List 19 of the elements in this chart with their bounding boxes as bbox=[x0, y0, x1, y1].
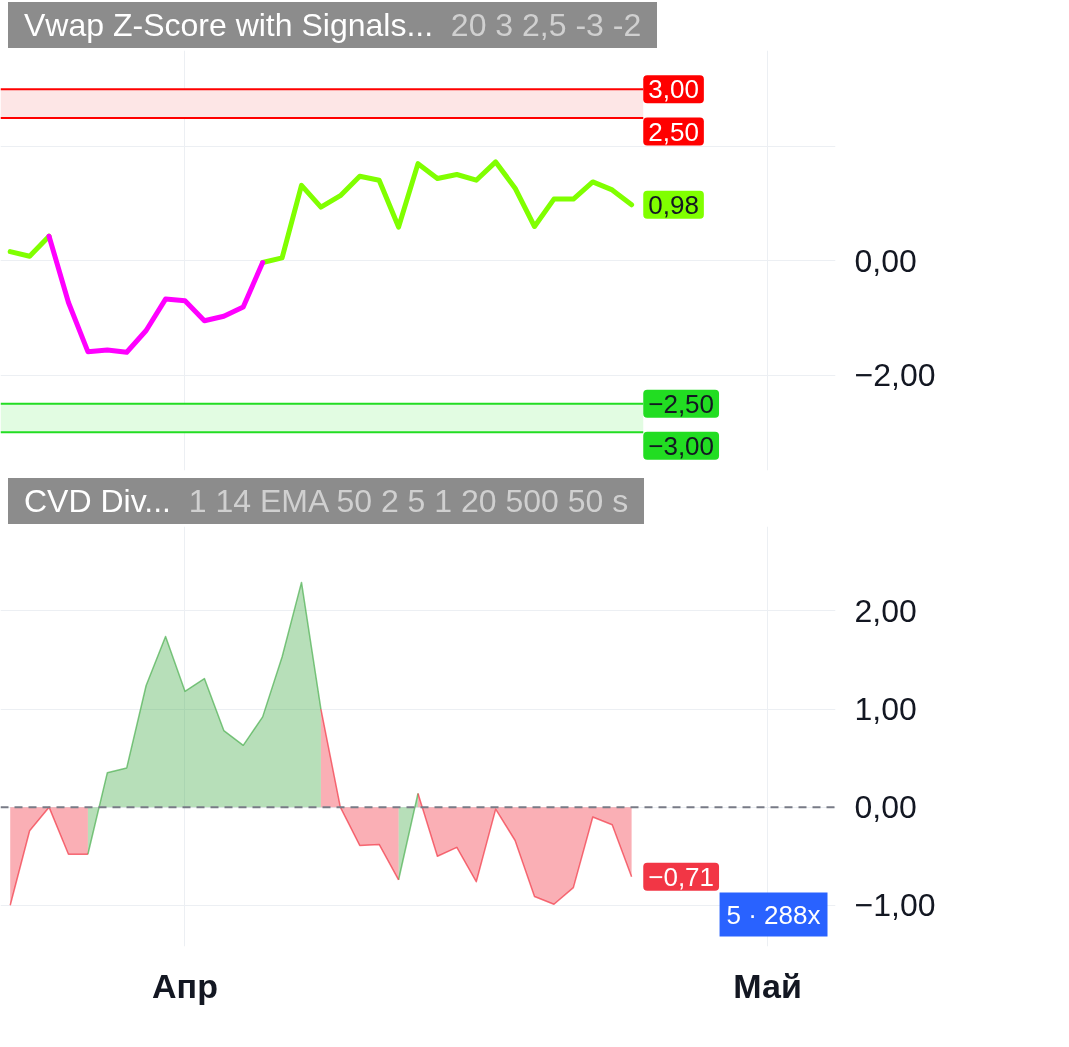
ref-line-label: −3,00 bbox=[648, 430, 715, 461]
ref-line-label: −2,50 bbox=[648, 388, 715, 419]
y-tick-label: −1,00 bbox=[854, 887, 936, 924]
chart-subtitle: 1 14 EMA 50 2 5 1 20 500 50 s bbox=[188, 483, 629, 519]
ref-line-label: 3,00 bbox=[648, 74, 699, 105]
annotation: 5 · 288x bbox=[726, 899, 821, 930]
data-label: −0,71 bbox=[648, 861, 715, 892]
y-tick-label: −2,00 bbox=[854, 357, 936, 394]
chart-title: Vwap Z-Score with Signals... bbox=[24, 7, 434, 43]
ref-line-label: 2,50 bbox=[648, 116, 699, 147]
chart-title: CVD Div... bbox=[24, 483, 171, 519]
x-tick-label: Апр bbox=[152, 966, 218, 1005]
y-tick-label: 2,00 bbox=[854, 592, 917, 629]
data-label: 0,98 bbox=[648, 189, 699, 220]
x-tick-label: Май bbox=[733, 966, 802, 1005]
y-tick-label: 0,00 bbox=[854, 789, 917, 826]
chart-subtitle: 20 3 2,5 -3 -2 bbox=[450, 7, 642, 43]
y-tick-label: 0,00 bbox=[854, 242, 917, 279]
y-tick-label: 1,00 bbox=[854, 691, 917, 728]
